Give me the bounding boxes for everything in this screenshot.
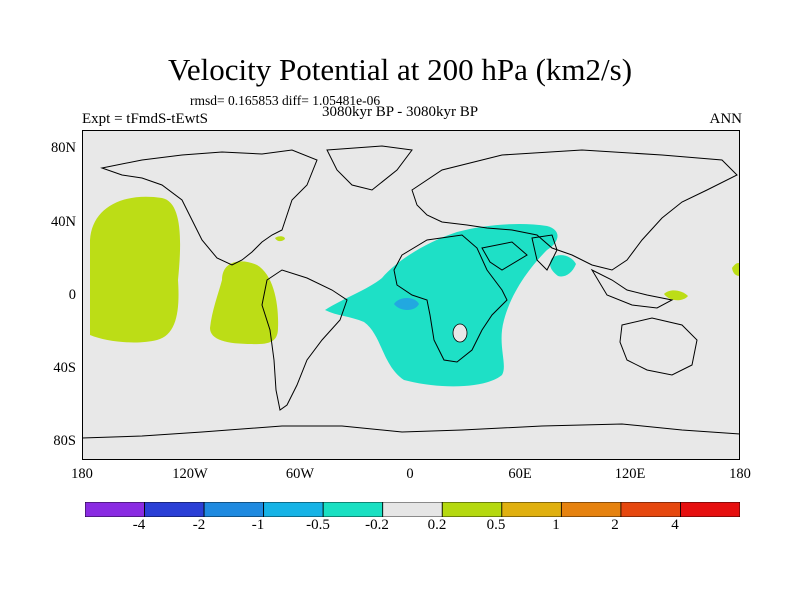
- colorbar-swatch: [144, 502, 205, 517]
- lon-label-60w: 60W: [285, 466, 315, 482]
- lat-label-40n: 40N: [51, 214, 76, 230]
- colorbar-label: 0.2: [427, 517, 447, 533]
- colorbar-swatch: [560, 502, 622, 517]
- colorbar-label: -1: [251, 517, 265, 533]
- coastlines: [82, 145, 740, 439]
- colorbar-swatch: [501, 502, 562, 517]
- colorbar-label: -0.5: [306, 517, 330, 533]
- map-frame: [82, 130, 740, 460]
- madagascar-hole: [452, 323, 468, 343]
- positive-region-west-pacific: [664, 290, 688, 301]
- colorbar-label: -0.2: [365, 517, 389, 533]
- colorbar: [85, 502, 740, 517]
- coast-arabia: [481, 241, 528, 271]
- lat-label-0: 0: [68, 287, 76, 303]
- lon-label-60e: 60E: [508, 466, 532, 482]
- coast-australia: [619, 317, 698, 376]
- lon-label-180w: 180: [71, 466, 93, 482]
- colorbar-label: 0.5: [486, 517, 506, 533]
- coast-antarctica: [82, 423, 740, 439]
- coast-southeast-asia: [590, 268, 674, 309]
- strong-negative-spot: [394, 298, 419, 310]
- colorbar-label: -4: [132, 517, 146, 533]
- colorbar-label: 4: [671, 517, 679, 533]
- map-panel: [82, 130, 740, 460]
- coast-africa: [393, 234, 508, 363]
- positive-region-central-pacific: [90, 196, 181, 343]
- lon-label-0: 0: [406, 466, 414, 482]
- colorbar-swatch: [203, 502, 265, 517]
- lon-label-180e: 180: [729, 466, 751, 482]
- coast-eurasia: [411, 149, 738, 271]
- lat-label-40s: 40S: [53, 360, 76, 376]
- colorbar-label: 2: [611, 517, 619, 533]
- experiment-label: Expt = tFmdS-tEwtS: [82, 111, 208, 127]
- lat-label-80n: 80N: [51, 140, 76, 156]
- map-title: Velocity Potential at 200 hPa (km2/s): [167, 52, 633, 87]
- colorbar-swatch: [620, 502, 681, 517]
- season-label: ANN: [709, 111, 743, 127]
- period-label: 3080kyr BP - 3080kyr BP: [322, 104, 479, 120]
- colorbar-swatch: [85, 502, 145, 517]
- colorbar-swatch: [263, 502, 324, 517]
- positive-region-gulf-spot: [275, 236, 285, 242]
- lon-label-120e: 120E: [614, 466, 646, 482]
- coast-india: [531, 234, 558, 271]
- stats-line: rmsd= 0.165853 diff= 1.05481e-06: [190, 93, 381, 108]
- coast-south-america: [261, 269, 348, 411]
- lat-label-80s: 80S: [53, 433, 76, 449]
- negative-region-atlantic-africa: [325, 224, 558, 387]
- coast-greenland: [326, 145, 413, 191]
- lon-label-120w: 120W: [172, 466, 208, 482]
- colorbar-swatch: [382, 502, 443, 517]
- negative-region-bay-of-bengal: [550, 255, 576, 277]
- positive-region-east-pacific: [210, 261, 279, 345]
- positive-region-dateline: [732, 263, 740, 276]
- colorbar-label: -2: [192, 517, 206, 533]
- colorbar-swatch: [441, 502, 503, 517]
- colorbar-label: 1: [552, 517, 560, 533]
- coast-north-america: [100, 149, 318, 266]
- colorbar-swatch: [322, 502, 384, 517]
- colorbar-swatch: [680, 502, 740, 517]
